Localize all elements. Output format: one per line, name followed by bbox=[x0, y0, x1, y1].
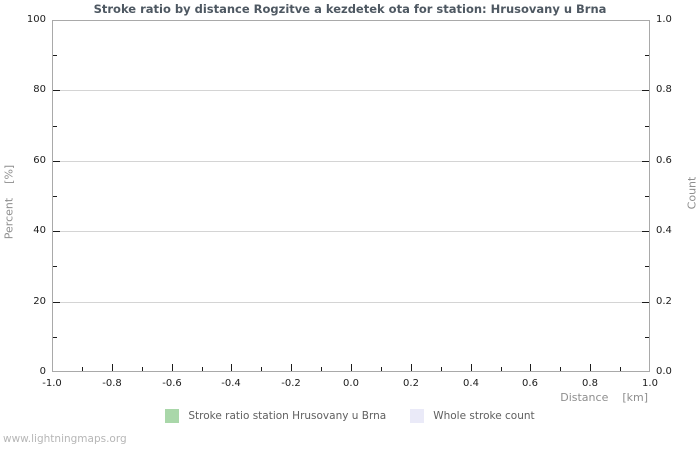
x-minor-tick bbox=[81, 367, 83, 371]
y-right-minor-tick bbox=[645, 125, 649, 127]
right-axis-label: Count bbox=[685, 176, 699, 210]
legend-item: Stroke ratio station Hrusovany u Brna bbox=[165, 409, 386, 423]
x-tick-label: 0.2 bbox=[403, 378, 419, 389]
y-left-major-tick bbox=[53, 301, 60, 303]
y-right-tick-label: 1.0 bbox=[656, 14, 672, 25]
y-right-tick-label: 0.0 bbox=[656, 366, 672, 377]
x-minor-tick bbox=[141, 367, 143, 371]
x-tick-label: -0.6 bbox=[162, 378, 182, 389]
y-left-tick-label: 100 bbox=[26, 14, 46, 25]
x-tick-label: 0.6 bbox=[522, 378, 538, 389]
x-tick-label: -1.0 bbox=[42, 378, 62, 389]
y-right-major-tick bbox=[642, 301, 649, 303]
x-minor-tick bbox=[320, 367, 322, 371]
legend-label: Whole stroke count bbox=[433, 410, 535, 422]
y-left-minor-tick bbox=[53, 195, 57, 197]
y-right-major-tick bbox=[642, 160, 649, 162]
y-right-minor-tick bbox=[645, 54, 649, 56]
gridline bbox=[53, 301, 649, 303]
y-left-minor-tick bbox=[53, 125, 57, 127]
y-right-minor-tick bbox=[645, 265, 649, 267]
x-major-tick bbox=[171, 364, 173, 371]
x-minor-tick bbox=[500, 367, 502, 371]
y-right-tick-label: 0.6 bbox=[656, 155, 672, 166]
x-major-tick bbox=[111, 364, 113, 371]
y-right-tick-label: 0.2 bbox=[656, 296, 672, 307]
y-left-minor-tick bbox=[53, 336, 57, 338]
x-tick-label: -0.4 bbox=[221, 378, 241, 389]
y-right-minor-tick bbox=[645, 195, 649, 197]
x-minor-tick bbox=[619, 367, 621, 371]
legend-label: Stroke ratio station Hrusovany u Brna bbox=[188, 410, 387, 422]
y-left-tick-label: 0 bbox=[39, 366, 46, 377]
x-minor-tick bbox=[260, 367, 262, 371]
y-left-major-tick bbox=[53, 230, 60, 232]
x-major-tick bbox=[410, 364, 412, 371]
plot-area bbox=[52, 20, 650, 372]
legend: Stroke ratio station Hrusovany u Brna Who… bbox=[0, 409, 700, 423]
x-major-tick bbox=[290, 364, 292, 371]
x-minor-tick bbox=[201, 367, 203, 371]
x-tick-label: 0.4 bbox=[463, 378, 479, 389]
x-major-tick bbox=[470, 364, 472, 371]
gridline bbox=[53, 160, 649, 162]
y-left-tick-label: 40 bbox=[33, 225, 46, 236]
y-right-tick-label: 0.4 bbox=[656, 225, 672, 236]
y-left-minor-tick bbox=[53, 54, 57, 56]
x-major-tick bbox=[230, 364, 232, 371]
x-minor-tick bbox=[559, 367, 561, 371]
x-minor-tick bbox=[380, 367, 382, 371]
x-tick-label: -0.2 bbox=[281, 378, 301, 389]
y-left-major-tick bbox=[53, 89, 60, 91]
watermark: www.lightningmaps.org bbox=[3, 433, 127, 445]
x-tick-label: 1.0 bbox=[642, 378, 658, 389]
y-left-tick-label: 80 bbox=[33, 84, 46, 95]
x-major-tick bbox=[350, 364, 352, 371]
x-axis-label: Distance [km] bbox=[560, 391, 648, 404]
y-right-minor-tick bbox=[645, 336, 649, 338]
y-left-tick-label: 20 bbox=[33, 296, 46, 307]
x-minor-tick bbox=[440, 367, 442, 371]
x-tick-label: 0.8 bbox=[582, 378, 598, 389]
y-left-minor-tick bbox=[53, 265, 57, 267]
chart-title: Stroke ratio by distance Rogzitve a kezd… bbox=[93, 2, 607, 16]
legend-swatch bbox=[165, 409, 180, 423]
y-left-major-tick bbox=[53, 160, 60, 162]
legend-swatch bbox=[410, 409, 425, 423]
y-right-major-tick bbox=[642, 89, 649, 91]
x-major-tick bbox=[529, 364, 531, 371]
gridline bbox=[53, 89, 649, 91]
x-tick-label: -0.8 bbox=[102, 378, 122, 389]
x-tick-label: 0.0 bbox=[343, 378, 359, 389]
gridline bbox=[53, 230, 649, 232]
y-left-tick-label: 60 bbox=[33, 155, 46, 166]
y-right-tick-label: 0.8 bbox=[656, 84, 672, 95]
x-major-tick bbox=[589, 364, 591, 371]
y-right-major-tick bbox=[642, 230, 649, 232]
legend-item: Whole stroke count bbox=[410, 409, 535, 423]
